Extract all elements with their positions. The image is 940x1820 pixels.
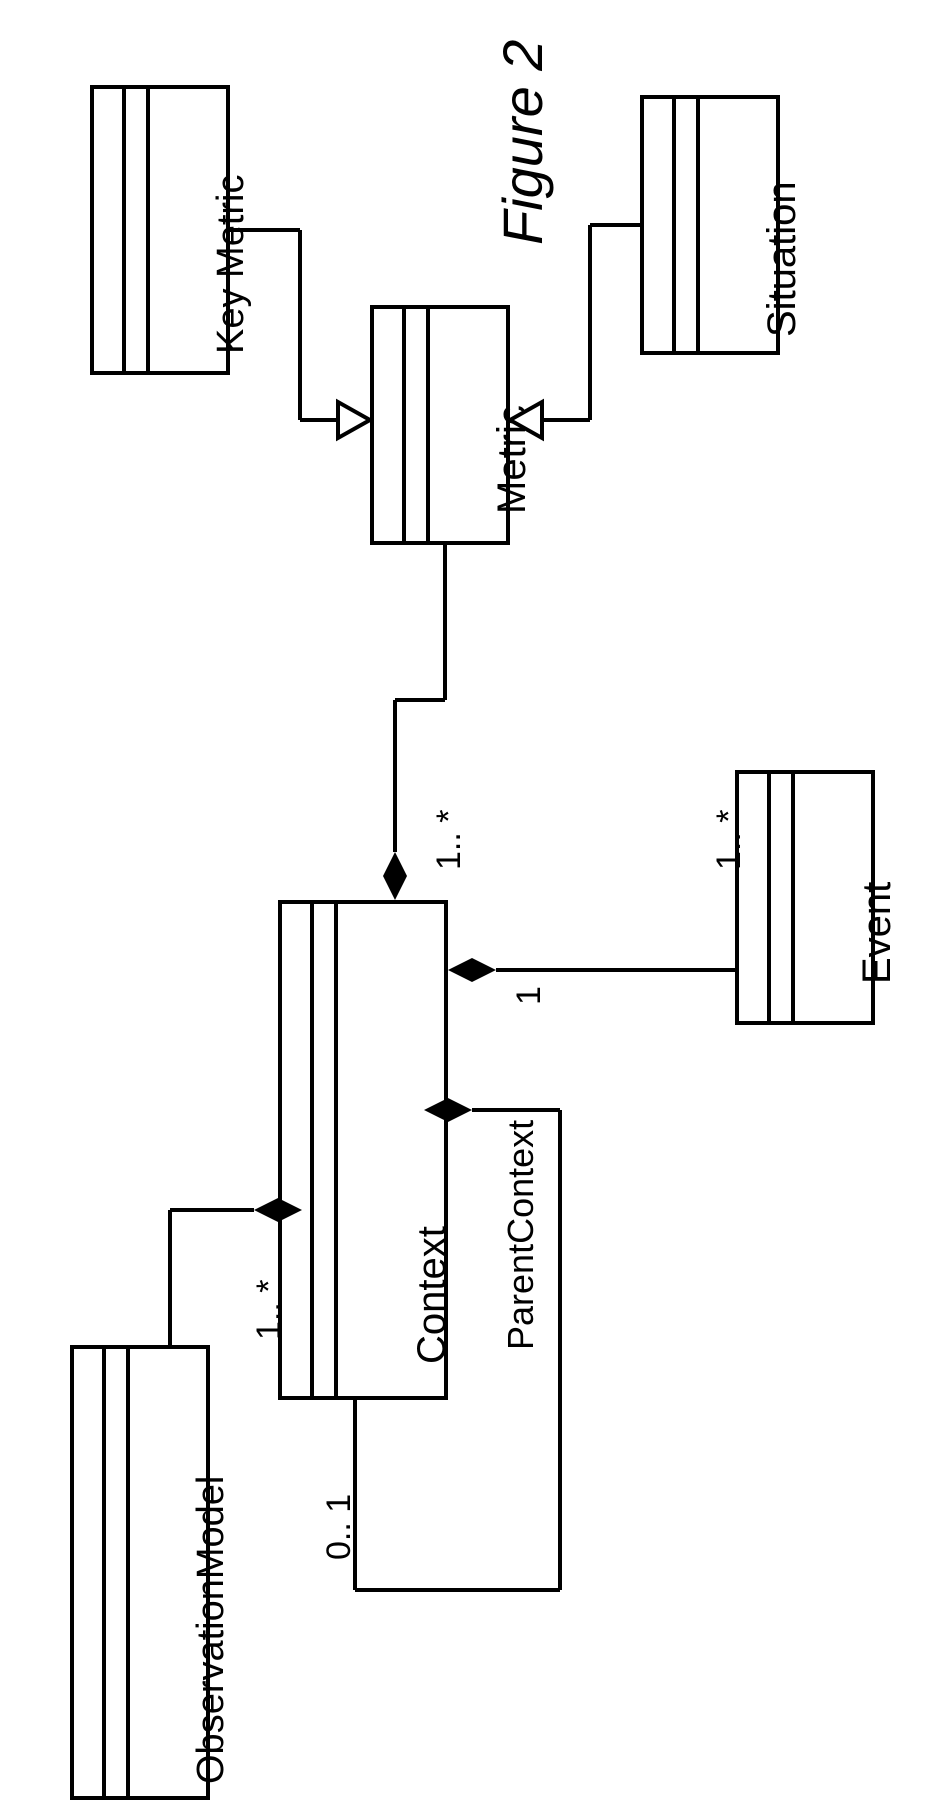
mult-label: 1.. *: [430, 810, 469, 870]
class-label: Context: [410, 1226, 455, 1364]
mult-label: 1.. *: [710, 810, 749, 870]
edge-context-event: [448, 958, 735, 982]
class-key-metric: Key Metric: [90, 85, 230, 375]
mult-label: 1.. *: [250, 1280, 289, 1340]
class-label: ObservationModel: [190, 1476, 233, 1784]
role-label: ParentContext: [500, 1120, 542, 1350]
class-context: Context: [278, 900, 448, 1400]
class-label: Metric: [490, 405, 535, 514]
class-label: Situation: [760, 181, 805, 337]
class-label: Event: [855, 882, 900, 984]
class-observation-model: ObservationModel: [70, 1345, 210, 1800]
class-metric: Metric: [370, 305, 510, 545]
class-situation: Situation: [640, 95, 780, 355]
class-label: Key Metric: [210, 175, 253, 354]
mult-label: 0.. 1: [320, 1494, 359, 1560]
figure-caption: Figure 2: [490, 40, 555, 245]
class-event: Event: [735, 770, 875, 1025]
diagram-canvas: ObservationModel Context Event Key Metri…: [0, 0, 940, 1820]
mult-label: 1: [510, 986, 549, 1005]
